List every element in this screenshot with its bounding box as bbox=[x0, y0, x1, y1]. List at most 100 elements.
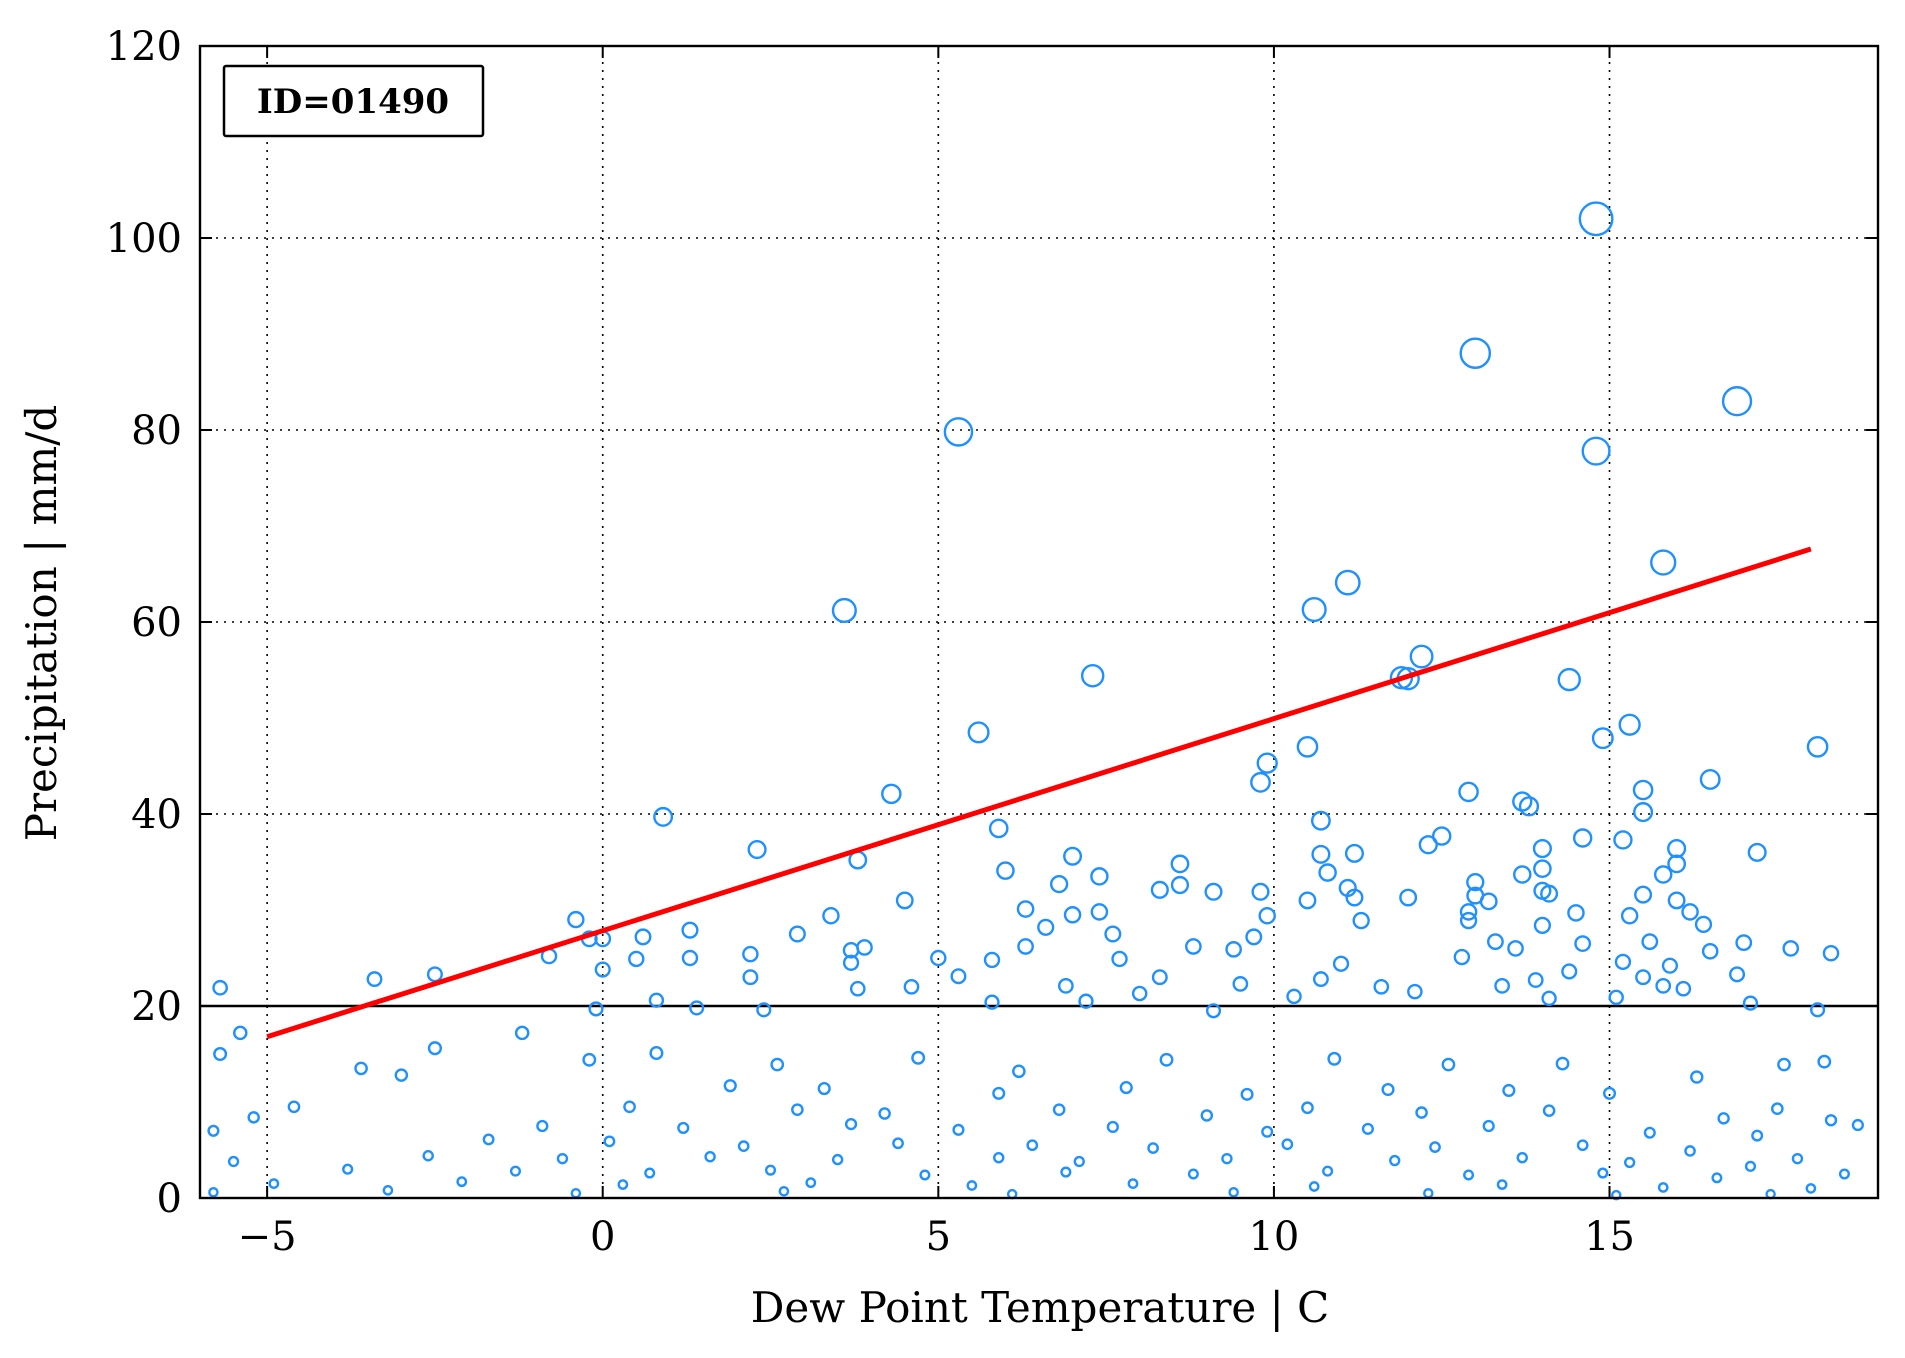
data-point bbox=[1063, 846, 1083, 866]
data-point bbox=[1466, 873, 1485, 892]
data-point bbox=[382, 1185, 394, 1196]
data-point bbox=[1221, 1152, 1233, 1165]
data-point bbox=[603, 1135, 616, 1148]
x-tick-label: 5 bbox=[926, 1214, 951, 1260]
data-point bbox=[1542, 1104, 1556, 1117]
data-point bbox=[342, 1163, 354, 1175]
data-point bbox=[952, 1123, 965, 1136]
data-point bbox=[791, 1103, 804, 1116]
data-point bbox=[617, 1179, 629, 1190]
data-point bbox=[1513, 865, 1532, 884]
data-point bbox=[653, 806, 674, 827]
data-point bbox=[788, 925, 806, 943]
data-point bbox=[1675, 980, 1692, 997]
y-tick-label: 20 bbox=[131, 984, 182, 1030]
data-point bbox=[1281, 1138, 1294, 1151]
data-point bbox=[1170, 875, 1190, 895]
data-point bbox=[1459, 337, 1492, 369]
data-point bbox=[988, 818, 1009, 839]
data-point bbox=[878, 1107, 891, 1120]
data-point bbox=[1225, 941, 1242, 958]
data-point bbox=[943, 417, 974, 447]
data-point bbox=[1026, 1139, 1039, 1152]
data-point bbox=[1037, 918, 1055, 936]
data-point bbox=[950, 968, 967, 985]
data-point bbox=[1694, 915, 1713, 934]
data-point bbox=[1312, 971, 1329, 988]
data-point bbox=[1541, 990, 1557, 1007]
data-point bbox=[805, 1177, 817, 1189]
data-point bbox=[1012, 1064, 1026, 1079]
data-point bbox=[1502, 1083, 1516, 1098]
data-point bbox=[1090, 867, 1109, 886]
data-point bbox=[1681, 903, 1699, 921]
data-point bbox=[992, 1086, 1006, 1100]
data-point bbox=[831, 1153, 844, 1166]
data-point bbox=[1572, 828, 1593, 848]
data-point bbox=[1540, 884, 1559, 903]
data-point bbox=[1232, 976, 1249, 992]
data-point bbox=[1318, 863, 1337, 882]
data-point bbox=[1080, 664, 1105, 688]
data-point bbox=[842, 954, 860, 971]
data-point bbox=[1777, 1057, 1791, 1072]
data-point bbox=[1479, 892, 1498, 911]
data-point bbox=[1187, 1168, 1199, 1180]
data-point bbox=[1151, 969, 1168, 986]
data-point bbox=[1655, 977, 1672, 994]
data-point bbox=[822, 907, 840, 925]
data-point bbox=[1429, 1141, 1441, 1153]
data-point bbox=[1106, 1120, 1119, 1134]
data-point bbox=[213, 1046, 228, 1061]
data-point bbox=[208, 1186, 219, 1198]
data-point bbox=[1334, 569, 1361, 596]
data-point bbox=[1806, 735, 1829, 758]
x-tick-label: 10 bbox=[1248, 1214, 1299, 1260]
data-point bbox=[1111, 950, 1128, 968]
data-point bbox=[1204, 882, 1223, 901]
data-point bbox=[394, 1068, 409, 1082]
data-point bbox=[1614, 953, 1632, 970]
data-point bbox=[1721, 386, 1753, 417]
data-point bbox=[1822, 944, 1840, 962]
data-point bbox=[996, 861, 1015, 880]
data-point bbox=[1245, 928, 1263, 946]
data-point bbox=[849, 980, 866, 997]
data-point bbox=[1147, 1142, 1159, 1154]
data-point bbox=[1817, 1054, 1832, 1069]
data-point bbox=[648, 992, 665, 1008]
data-point bbox=[247, 1111, 260, 1124]
data-point bbox=[1555, 1056, 1570, 1071]
data-point bbox=[911, 1050, 926, 1065]
data-point bbox=[1389, 1154, 1401, 1167]
data-point bbox=[1632, 779, 1654, 801]
data-point bbox=[1308, 1181, 1320, 1192]
data-point bbox=[1090, 903, 1109, 921]
y-tick-label: 80 bbox=[131, 408, 182, 454]
data-point bbox=[354, 1061, 368, 1076]
data-point bbox=[1332, 955, 1350, 972]
data-point bbox=[227, 1155, 240, 1168]
data-point bbox=[1322, 1165, 1334, 1177]
data-point bbox=[1345, 888, 1364, 907]
data-point bbox=[1641, 933, 1659, 951]
axis-ticks: −5 0 5 10 15 0 20 40 60 80 100 120 bbox=[106, 24, 1878, 1260]
data-point bbox=[1635, 969, 1652, 986]
data-point bbox=[681, 949, 699, 967]
data-point bbox=[1298, 891, 1317, 910]
data-point bbox=[1441, 1057, 1456, 1072]
data-point bbox=[1620, 907, 1639, 925]
data-point bbox=[1459, 903, 1478, 921]
y-axis-label: Precipitation | mm/d bbox=[17, 405, 66, 842]
data-point bbox=[1591, 727, 1614, 750]
data-point bbox=[1017, 938, 1034, 955]
data-point bbox=[1104, 925, 1122, 943]
data-point bbox=[1533, 859, 1552, 879]
data-point bbox=[1407, 983, 1423, 1000]
data-point bbox=[1653, 865, 1673, 884]
data-point bbox=[723, 1079, 737, 1093]
data-point bbox=[1311, 844, 1331, 864]
data-point bbox=[582, 1052, 597, 1067]
data-point bbox=[1131, 985, 1148, 1002]
